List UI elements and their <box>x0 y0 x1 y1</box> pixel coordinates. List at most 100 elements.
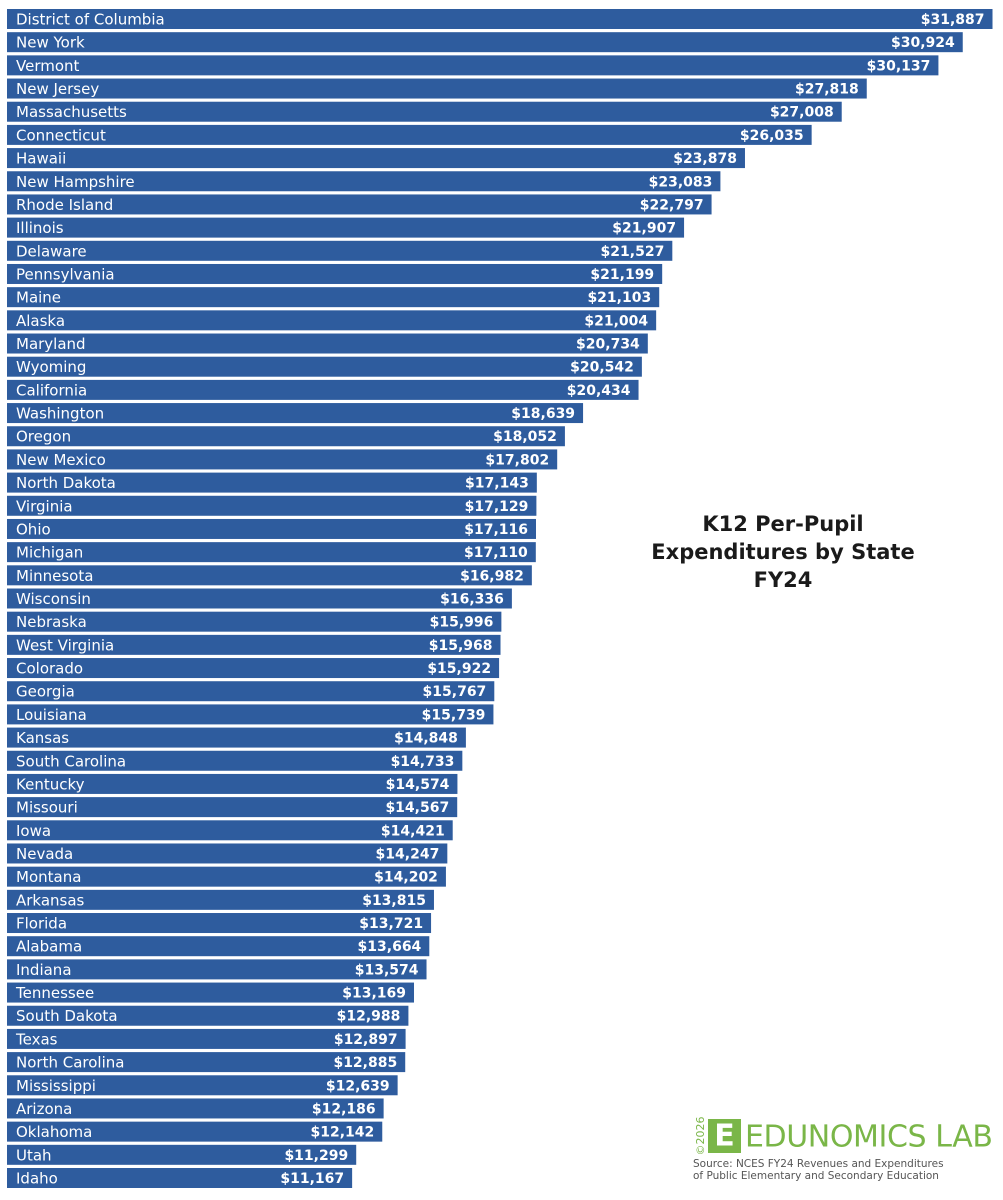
value-label: $13,169 <box>342 986 406 1002</box>
bar <box>7 681 495 702</box>
value-label: $16,336 <box>440 592 504 608</box>
value-label: $14,848 <box>394 731 458 747</box>
category-label: Missouri <box>16 799 78 817</box>
category-label: Texas <box>15 1030 58 1048</box>
bar <box>7 1075 398 1096</box>
value-label: $13,664 <box>358 939 422 955</box>
bar <box>7 866 446 887</box>
category-label: Illinois <box>16 219 64 237</box>
value-label: $11,167 <box>280 1171 344 1187</box>
value-label: $20,434 <box>567 383 631 399</box>
value-label: $26,035 <box>740 128 804 144</box>
bar <box>7 518 536 539</box>
category-label: Nevada <box>16 845 73 863</box>
bar <box>7 426 565 447</box>
bar <box>7 379 639 400</box>
value-label: $23,083 <box>649 174 713 190</box>
value-label: $21,103 <box>587 290 651 306</box>
value-label: $15,767 <box>423 684 487 700</box>
category-label: Alabama <box>16 938 82 956</box>
category-label: Ohio <box>16 520 51 538</box>
value-label: $22,797 <box>640 197 704 213</box>
category-label: Indiana <box>16 961 72 979</box>
bar <box>7 217 685 238</box>
bar <box>7 310 657 331</box>
bar <box>7 240 673 261</box>
bar <box>7 1098 384 1119</box>
category-label: Maryland <box>16 335 86 353</box>
bar <box>7 32 963 53</box>
bar <box>7 936 430 957</box>
category-label: Wyoming <box>16 358 86 376</box>
category-label: Arizona <box>16 1100 72 1118</box>
category-label: Florida <box>16 915 67 933</box>
category-label: Colorado <box>16 660 83 678</box>
value-label: $12,885 <box>333 1055 397 1071</box>
category-label: Minnesota <box>16 567 93 585</box>
category-label: Utah <box>16 1146 52 1164</box>
value-label: $21,199 <box>590 267 654 283</box>
bar <box>7 588 512 609</box>
bar <box>7 1121 383 1142</box>
value-label: $21,907 <box>612 221 676 237</box>
chart-title: K12 Per-Pupil Expenditures by State FY24 <box>651 512 915 592</box>
category-label: Hawaii <box>16 150 66 168</box>
category-label: Vermont <box>16 57 80 75</box>
category-label: Pennsylvania <box>16 265 115 283</box>
bar <box>7 148 745 169</box>
category-label: Michigan <box>16 544 83 562</box>
bar <box>7 333 648 354</box>
category-label: Oregon <box>16 428 71 446</box>
bar <box>7 982 415 1003</box>
bar <box>7 565 532 586</box>
bar <box>7 78 867 99</box>
bar <box>7 495 537 516</box>
value-label: $14,247 <box>376 846 440 862</box>
value-label: $17,129 <box>465 499 529 515</box>
category-label: North Carolina <box>16 1054 124 1072</box>
value-label: $15,996 <box>430 615 494 631</box>
bar <box>7 611 502 632</box>
bar <box>7 55 939 76</box>
category-label: Kentucky <box>16 775 85 793</box>
bar <box>7 889 434 910</box>
value-label: $27,008 <box>770 105 834 121</box>
logo-icon: E <box>714 1119 735 1154</box>
bar <box>7 194 712 215</box>
value-label: $21,004 <box>584 313 648 329</box>
value-label: $16,982 <box>460 568 524 584</box>
bar <box>7 843 448 864</box>
value-label: $31,887 <box>921 12 985 28</box>
bar <box>7 820 453 841</box>
value-label: $20,734 <box>576 337 640 353</box>
value-label: $12,988 <box>337 1009 401 1025</box>
bar <box>7 750 463 771</box>
value-label: $17,143 <box>465 476 529 492</box>
category-label: Virginia <box>16 497 73 515</box>
category-label: Maine <box>16 289 61 307</box>
value-label: $30,137 <box>867 58 931 74</box>
category-label: Louisiana <box>16 706 87 724</box>
category-label: Idaho <box>16 1170 58 1188</box>
value-label: $18,639 <box>511 406 575 422</box>
category-label: District of Columbia <box>16 11 165 29</box>
bar <box>7 1144 357 1165</box>
bar <box>7 101 842 122</box>
category-label: Kansas <box>16 729 69 747</box>
source-line: Source: NCES FY24 Revenues and Expenditu… <box>693 1158 944 1170</box>
bar <box>7 1028 406 1049</box>
value-label: $12,897 <box>334 1032 398 1048</box>
bar <box>7 263 663 284</box>
value-label: $13,721 <box>359 916 423 932</box>
category-label: New York <box>16 34 85 52</box>
bar <box>7 1005 409 1026</box>
category-label: New Jersey <box>16 80 99 98</box>
bar <box>7 449 558 470</box>
bar <box>7 403 584 424</box>
category-label: Alaska <box>16 312 65 330</box>
value-label: $13,815 <box>362 893 426 909</box>
value-label: $27,818 <box>795 82 859 98</box>
value-label: $12,639 <box>326 1078 390 1094</box>
